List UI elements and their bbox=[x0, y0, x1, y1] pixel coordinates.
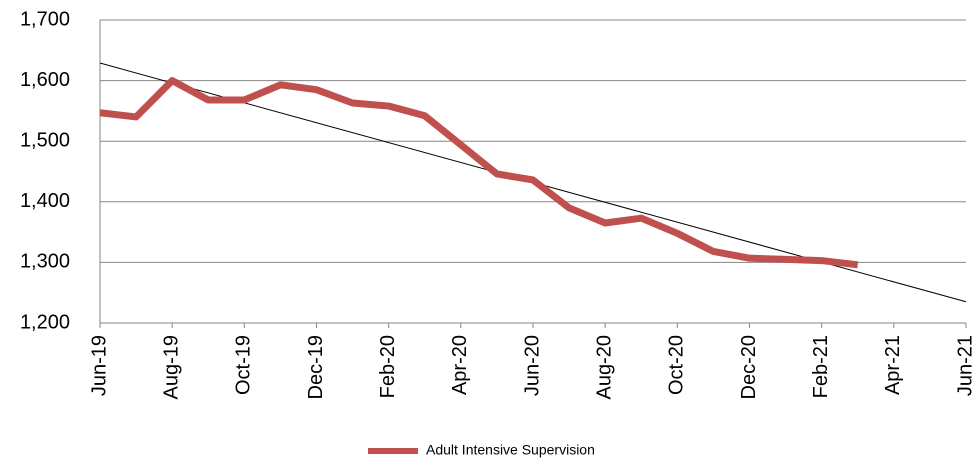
x-tick-label: Aug-20 bbox=[593, 335, 615, 400]
x-tick-label: Feb-20 bbox=[377, 335, 399, 398]
x-tick-label: Oct-19 bbox=[233, 335, 255, 395]
x-tick-label: Apr-21 bbox=[882, 335, 904, 395]
x-tick-label: Jun-19 bbox=[88, 335, 110, 396]
y-tick-label: 1,400 bbox=[20, 190, 70, 212]
y-tick-label: 1,600 bbox=[20, 69, 70, 91]
x-tick-label: Aug-19 bbox=[160, 335, 182, 400]
x-tick-label: Dec-20 bbox=[738, 335, 760, 399]
x-tick-label: Dec-19 bbox=[305, 335, 327, 399]
y-tick-label: 1,300 bbox=[20, 251, 70, 273]
x-tick-label: Feb-21 bbox=[810, 335, 832, 398]
y-tick-label: 1,200 bbox=[20, 311, 70, 333]
x-tick-label: Apr-20 bbox=[449, 335, 471, 395]
y-tick-label: 1,700 bbox=[20, 8, 70, 30]
y-tick-label: 1,500 bbox=[20, 129, 70, 151]
x-tick-label: Jun-20 bbox=[521, 335, 543, 396]
x-tick-label: Oct-20 bbox=[666, 335, 688, 395]
legend-label: Adult Intensive Supervision bbox=[426, 442, 595, 458]
data-line bbox=[99, 77, 859, 269]
x-tick-label: Jun-21 bbox=[954, 335, 976, 396]
